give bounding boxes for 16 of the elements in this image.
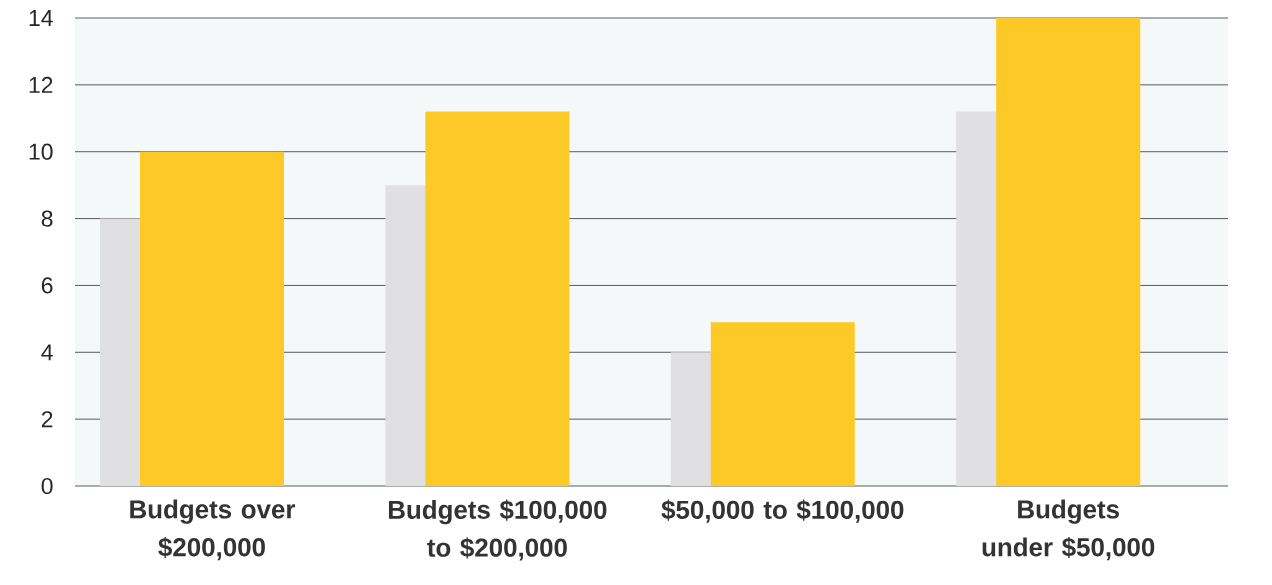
y-tick-label: 8 xyxy=(41,210,53,227)
bar xyxy=(425,111,570,486)
bar xyxy=(996,17,1141,486)
y-tick-label: 14 xyxy=(29,10,53,26)
y-tick-label: 4 xyxy=(41,344,53,361)
y-tick-label: 0 xyxy=(41,477,53,495)
y-tick-label: 12 xyxy=(29,76,53,93)
x-tick-label: $50,000 to $100,000 xyxy=(661,499,904,523)
y-tick-label: 2 xyxy=(41,411,53,428)
x-tick-label: Budgets $100,000 to $200,000 xyxy=(388,499,607,561)
y-tick-label: 10 xyxy=(29,143,53,160)
bar xyxy=(710,322,855,486)
bar xyxy=(139,151,284,486)
y-tick-label: 6 xyxy=(41,277,53,294)
x-tick-label: Budgets under $50,000 xyxy=(982,499,1155,561)
x-tick-label: Budgets over $200,000 xyxy=(130,499,296,561)
